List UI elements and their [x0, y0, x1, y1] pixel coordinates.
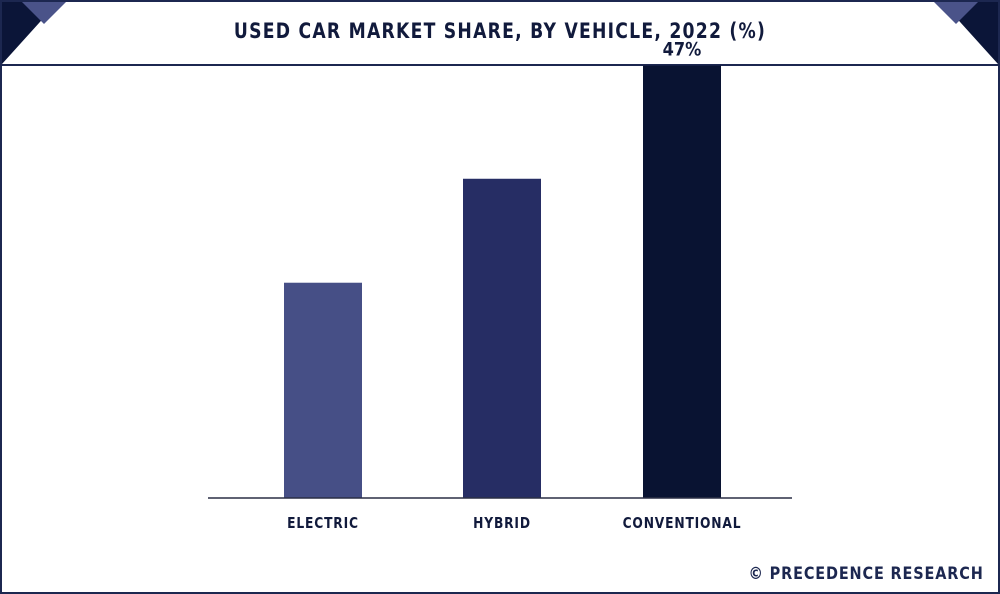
x-tick-label-electric: ELECTRIC: [287, 515, 359, 532]
bar-electric: [284, 282, 362, 498]
bar-hybrid: [463, 178, 541, 498]
bar-conventional: [643, 65, 721, 498]
x-tick-label-conventional: CONVENTIONAL: [623, 515, 742, 532]
brand-watermark: © PRECEDENCE RESEARCH: [748, 564, 984, 584]
data-label-conventional: 47%: [663, 39, 702, 61]
data-labels: 47%: [663, 39, 702, 61]
chart-title: USED CAR MARKET SHARE, BY VEHICLE, 2022 …: [233, 19, 767, 43]
x-tick-label-hybrid: HYBRID: [473, 515, 531, 532]
header-corner-left-accent: [22, 2, 66, 24]
header-corner-right-accent: [934, 2, 978, 24]
x-axis-labels: ELECTRIC HYBRID CONVENTIONAL: [287, 515, 742, 532]
bars-group: [284, 65, 721, 498]
chart-header: USED CAR MARKET SHARE, BY VEHICLE, 2022 …: [2, 2, 998, 66]
